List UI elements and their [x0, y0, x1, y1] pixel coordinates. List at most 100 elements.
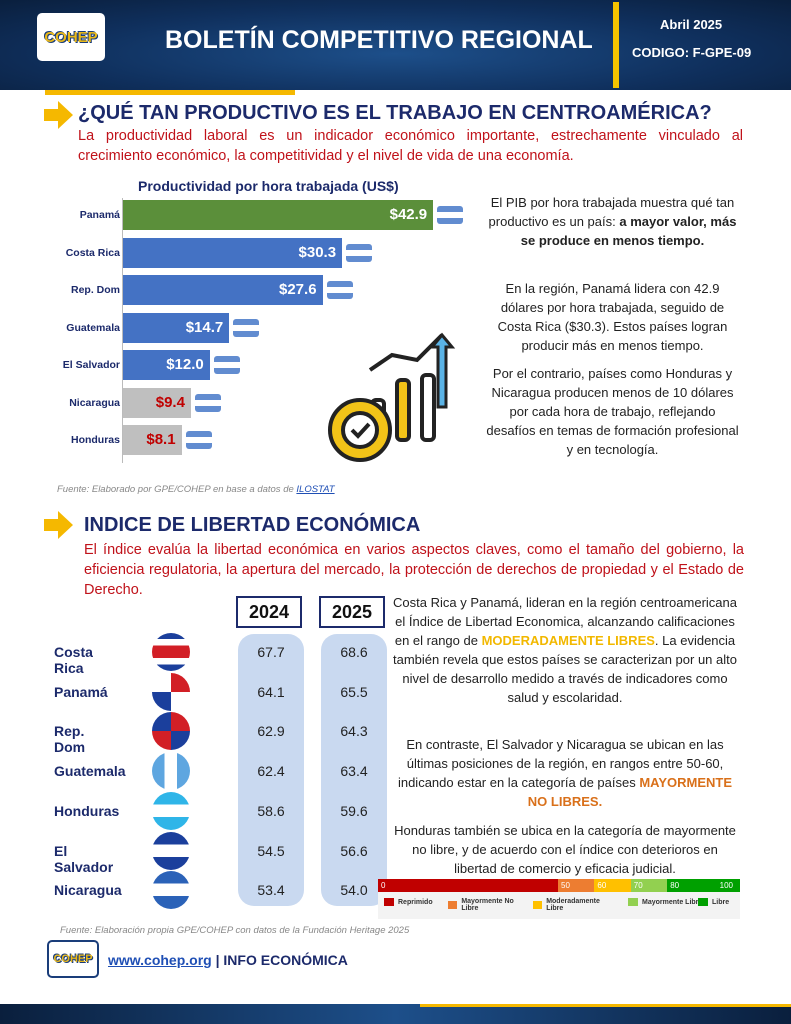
flag-icon	[152, 712, 190, 751]
freedom-paragraph-1: Costa Rica y Panamá, lideran en la regió…	[390, 593, 740, 707]
bar-category-label: Guatemala	[66, 321, 120, 334]
footer-bar	[0, 1004, 791, 1024]
bar-category-label: Nicaragua	[69, 396, 120, 409]
divider	[613, 2, 619, 88]
footer-label: INFO ECONÓMICA	[223, 952, 348, 968]
freedom-paragraph-3: Honduras también se ubica en la categorí…	[394, 823, 736, 876]
productivity-paragraph-1: El PIB por hora trabajada muestra qué ta…	[485, 193, 740, 250]
legend-label: Mayormente Libre	[642, 898, 703, 906]
legend-item: Libre	[698, 898, 738, 906]
bar: $42.9	[123, 200, 434, 230]
bar-category-label: Rep. Dom	[70, 284, 120, 296]
scale-segment: 70	[630, 879, 668, 892]
legend-item: Reprimido	[384, 898, 464, 906]
highlight: MAYORMENTE NO LIBRES.	[527, 775, 733, 809]
column-2024	[238, 634, 304, 906]
section1-intro: La productividad laboral es un indicador…	[78, 128, 743, 164]
highlight: MODERADAMENTE LIBRES	[481, 633, 655, 648]
legend-label: Libre	[712, 898, 730, 906]
country-name: Honduras	[54, 802, 120, 819]
date: Abril 2025	[660, 17, 723, 32]
legend-swatch	[384, 898, 394, 906]
country-name: Guatemala	[54, 763, 126, 780]
value-2025: 64.3	[340, 723, 368, 740]
country-map-flag-icon	[194, 393, 221, 412]
bar: $27.6	[123, 275, 323, 305]
flag-icon	[152, 633, 190, 671]
document-code: CODIGO: F-GPE-09	[632, 45, 752, 60]
section2-intro: El índice evalúa la libertad económica e…	[84, 542, 744, 598]
page-title: BOLETÍN COMPETITIVO REGIONAL	[165, 26, 593, 54]
legend-swatch	[448, 901, 458, 909]
accent-line	[45, 90, 295, 95]
bar-category-label: Costa Rica	[65, 246, 120, 259]
chart-axis	[122, 198, 123, 463]
country-map-flag-icon	[233, 318, 260, 337]
bar: $8.1	[123, 425, 182, 455]
bar: $14.7	[123, 312, 230, 343]
legend-swatch	[533, 901, 543, 909]
country-map-flag-icon	[346, 243, 373, 262]
country-name: Rep. Dom	[54, 723, 86, 756]
source-text: Fuente: Elaborado por GPE/COHEP en base …	[57, 484, 297, 495]
flag-icon	[152, 871, 190, 910]
country-map-flag-icon	[213, 356, 240, 374]
scale-segment: 0	[378, 879, 558, 892]
value-2025: 65.5	[340, 683, 368, 700]
bar-category-label: El Salvador	[62, 359, 120, 371]
productivity-paragraph-3: Por el contrario, países como Honduras y…	[486, 366, 739, 457]
column-2025	[321, 634, 387, 906]
cohep-logo: COHEP	[37, 13, 105, 61]
legend-item: Mayormente No Libre	[448, 898, 528, 912]
website-link[interactable]: www.cohep.org	[108, 952, 212, 968]
value-2024: 67.7	[257, 644, 285, 660]
value-2025: 54.0	[340, 882, 368, 899]
scale-segment: 80	[667, 879, 740, 892]
value-2024: 53.4	[257, 882, 285, 899]
arrow-icon	[44, 101, 73, 129]
text: Costa Rica y Panamá, lideran en la regió…	[393, 595, 737, 648]
freedom-scale: 0 50 60 70 80 100 Reprimido Mayormente No Libre…	[378, 879, 740, 919]
value-2024: 64.1	[257, 683, 285, 700]
text: . La evidencia también revela que estos …	[393, 633, 737, 705]
year-2024-header: 2024	[236, 596, 302, 628]
bar-category-label: Honduras	[70, 434, 120, 446]
bar-value-label: $12.0	[166, 356, 204, 373]
legend-item: Mayormente Libre	[628, 898, 708, 906]
country-name: El Salvador	[54, 842, 114, 875]
header-banner	[0, 0, 791, 90]
flag-icon	[152, 672, 190, 711]
footer-logo: COHEP	[47, 940, 99, 978]
legend-swatch	[628, 898, 638, 906]
flag-icon	[152, 791, 190, 830]
bar-value-label: $27.6	[279, 281, 317, 298]
footer-accent	[420, 1004, 791, 1007]
text: El PIB por hora trabajada muestra qué ta…	[488, 195, 735, 229]
bar-value-label: $14.7	[185, 318, 224, 336]
chart-title: Productividad por hora trabajada (US$)	[138, 178, 399, 194]
bar-category-label: Panamá	[79, 209, 120, 221]
section1-title: ¿QUÉ TAN PRODUCTIVO ES EL TRABAJO EN CEN…	[78, 102, 712, 124]
freedom-paragraph-2: En contraste, El Salvador y Nicaragua se…	[390, 735, 740, 811]
country-name: Nicaragua	[54, 882, 122, 899]
year-2025-header: 2025	[319, 596, 385, 628]
scale-segment: 60	[594, 879, 631, 892]
emphasis: a mayor valor, más se produce en menos t…	[520, 214, 737, 248]
source-note-2: Fuente: Elaboración propia GPE/COHEP con…	[60, 925, 410, 936]
section2-title: INDICE DE LIBERTAD ECONÓMICA	[84, 514, 421, 536]
source-note: Fuente: Elaborado por GPE/COHEP en base …	[57, 484, 335, 495]
legend-swatch	[698, 898, 708, 906]
country-name: Costa Rica	[54, 644, 93, 676]
legend-label: Mayormente No Libre	[461, 898, 514, 912]
scale-segment: 50	[558, 879, 595, 892]
value-2024: 62.4	[257, 763, 285, 780]
scale-tick-100: 100	[719, 881, 733, 890]
legend-item: Moderadamente Libre	[533, 898, 613, 912]
value-2024: 62.9	[257, 723, 285, 740]
ilostat-link[interactable]: ILOSTAT	[296, 484, 335, 495]
value-2025: 63.4	[340, 763, 368, 780]
legend-label: Reprimido	[398, 898, 433, 906]
flag-icon	[152, 831, 190, 870]
legend-label: Moderadamente Libre	[546, 898, 600, 912]
bar-value-label: $42.9	[389, 206, 428, 223]
